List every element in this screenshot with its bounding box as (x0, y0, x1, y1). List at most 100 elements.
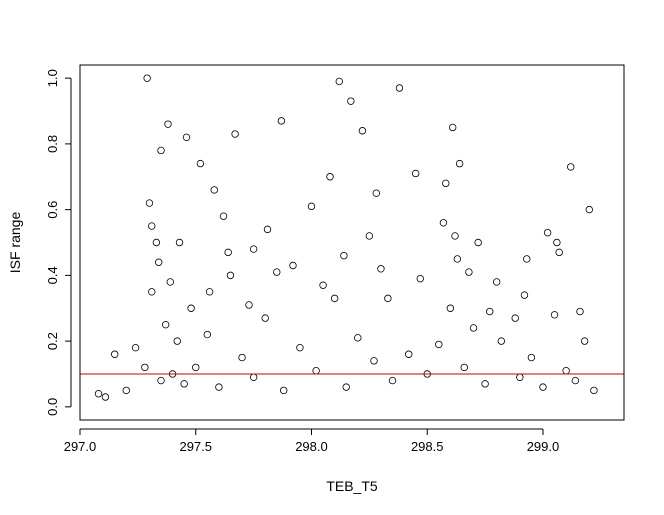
data-point (263, 225, 272, 234)
plot-frame (79, 64, 625, 421)
x-axis: 297.0 297.5 298.0 298.5 299.0 (64, 428, 560, 454)
data-point (166, 278, 174, 286)
data-point (180, 380, 188, 388)
data-point (527, 353, 536, 362)
data-point (319, 281, 327, 289)
data-point (395, 84, 404, 92)
data-point (192, 363, 200, 372)
data-point (164, 120, 172, 128)
data-point (296, 343, 304, 352)
data-point (210, 186, 218, 194)
y-axis: 0.0 0.2 0.4 0.6 0.8 1.0 (45, 69, 72, 416)
data-point (122, 386, 130, 395)
data-point (111, 350, 119, 358)
data-point (486, 307, 494, 316)
data-point (453, 255, 462, 263)
x-tick-label: 299.0 (527, 439, 560, 454)
y-tick-label: 1.0 (45, 69, 60, 87)
data-point (173, 337, 181, 345)
data-point (439, 219, 448, 227)
y-tick-label: 0.2 (45, 332, 60, 350)
data-point (289, 261, 297, 270)
data-point (372, 189, 381, 197)
data-point (497, 337, 506, 345)
data-point (143, 74, 151, 82)
y-tick-label: 0.8 (45, 135, 60, 153)
data-point (340, 251, 348, 260)
data-point (365, 232, 374, 240)
data-point (157, 376, 165, 385)
data-point (330, 294, 339, 303)
data-point (187, 304, 195, 312)
data-point (451, 232, 459, 240)
data-point (474, 238, 482, 247)
data-point (273, 268, 281, 276)
data-point (377, 265, 385, 273)
data-point (238, 353, 246, 362)
data-point (175, 238, 184, 247)
data-point (405, 350, 413, 358)
data-point (520, 291, 529, 299)
data-point (219, 212, 228, 220)
data-point (203, 330, 212, 339)
data-point (224, 248, 232, 257)
data-point (245, 301, 253, 309)
x-tick-label: 297.0 (64, 439, 97, 454)
data-point (553, 238, 561, 247)
data-point (148, 222, 156, 230)
data-point (215, 383, 223, 391)
x-tick-label: 298.0 (295, 439, 328, 454)
data-point (455, 159, 464, 168)
data-point (94, 390, 103, 398)
data-point (384, 294, 392, 303)
data-point (249, 245, 258, 253)
data-point (277, 117, 286, 125)
data-point (347, 97, 355, 105)
data-point (226, 271, 235, 280)
data-point (145, 199, 154, 207)
data-point (469, 324, 478, 332)
y-axis-title: ISF range (7, 212, 23, 274)
data-point (539, 383, 547, 391)
data-point (358, 127, 367, 135)
data-point (326, 173, 334, 181)
data-point (435, 340, 443, 349)
x-axis-title: TEB_T5 (326, 478, 378, 494)
data-point (571, 376, 580, 385)
data-point (576, 307, 584, 316)
data-point (101, 393, 110, 401)
data-point (182, 133, 191, 142)
data-point (411, 169, 420, 178)
data-point (465, 268, 473, 276)
data-point (567, 163, 575, 171)
data-point (416, 274, 424, 283)
data-point (342, 383, 350, 391)
data-point (585, 205, 593, 214)
data-point (446, 304, 455, 312)
data-point (307, 202, 316, 211)
y-tick-label: 0.0 (45, 398, 60, 416)
x-tick-label: 298.5 (411, 439, 444, 454)
points-layer (94, 74, 598, 401)
data-point (196, 159, 205, 168)
data-point (148, 288, 156, 296)
data-point (231, 130, 239, 138)
data-point (155, 258, 163, 266)
data-point (157, 146, 165, 155)
data-point (388, 376, 397, 385)
data-point (449, 123, 457, 132)
data-point (161, 320, 170, 329)
data-point (131, 343, 140, 352)
data-point (481, 380, 489, 388)
data-point (152, 238, 161, 247)
data-point (590, 386, 598, 395)
y-tick-label: 0.4 (45, 266, 60, 284)
data-point (354, 334, 362, 342)
data-point (511, 314, 519, 322)
x-tick-label: 297.5 (179, 439, 212, 454)
data-point (523, 255, 531, 263)
data-point (543, 228, 552, 237)
data-point (442, 179, 450, 188)
